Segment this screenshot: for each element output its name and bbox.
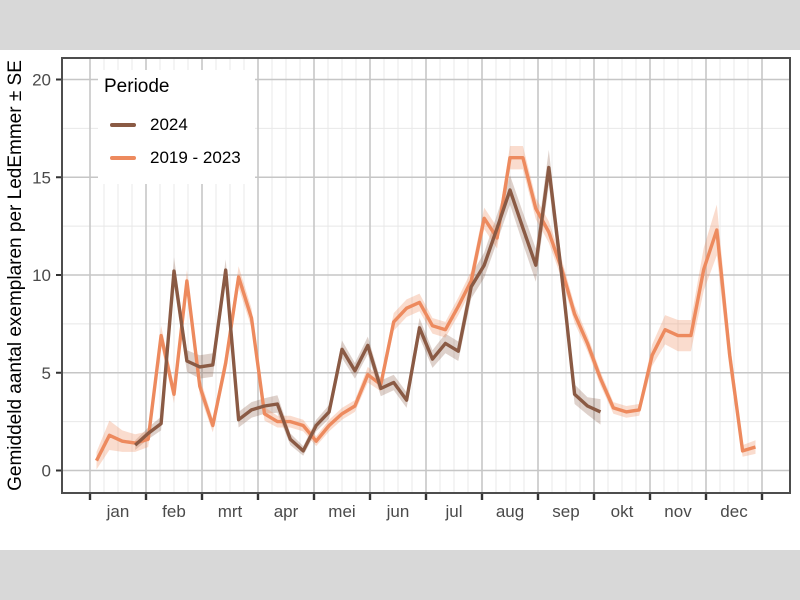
x-tick-label: okt [611, 502, 634, 521]
y-tick-label: 5 [42, 364, 51, 383]
line-2019-2023 [94, 155, 756, 462]
line-2024 [134, 165, 602, 453]
legend-item-2019-2023: 2019 - 2023 [104, 141, 241, 174]
legend-label-2019-2023: 2019 - 2023 [150, 147, 241, 167]
x-tick-label: sep [552, 502, 579, 521]
y-axis-title: Gemiddeld aantal exemplaren per LedEmmer… [5, 60, 26, 491]
x-tick-label: dec [720, 502, 748, 521]
x-tick-label: feb [162, 502, 186, 521]
axis-labels: jan feb mrt apr mei jun jul aug sep okt nov dec 0 5 10… [32, 71, 748, 522]
gridlines-major [62, 58, 790, 493]
x-tick-label: mrt [218, 502, 243, 521]
y-tick-label: 15 [32, 168, 51, 187]
legend-label-2024: 2024 [150, 114, 188, 134]
x-tick-label: aug [496, 502, 524, 521]
y-tick-label: 10 [32, 266, 51, 285]
x-tick-label: nov [664, 502, 692, 521]
axis-ticks [56, 78, 764, 500]
x-tick-label: jun [386, 502, 410, 521]
y-tick-label: 20 [32, 71, 51, 90]
legend-swatch-2024-icon [110, 122, 136, 127]
panel-border [61, 57, 791, 494]
legend-swatch-2019-2023-icon [110, 155, 136, 160]
x-tick-label: jan [106, 502, 130, 521]
series-layer [94, 146, 756, 470]
x-tick-label: apr [274, 502, 299, 521]
x-tick-label: jul [444, 502, 462, 521]
y-tick-label: 0 [42, 462, 51, 481]
legend: Periode 2024 2019 - 2023 [98, 70, 255, 184]
chart-figure: jan feb mrt apr mei jun jul aug sep okt nov dec 0 5 10… [0, 50, 800, 550]
x-tick-label: mei [328, 502, 355, 521]
legend-item-2024: 2024 [104, 108, 241, 141]
legend-title: Periode [104, 76, 170, 97]
